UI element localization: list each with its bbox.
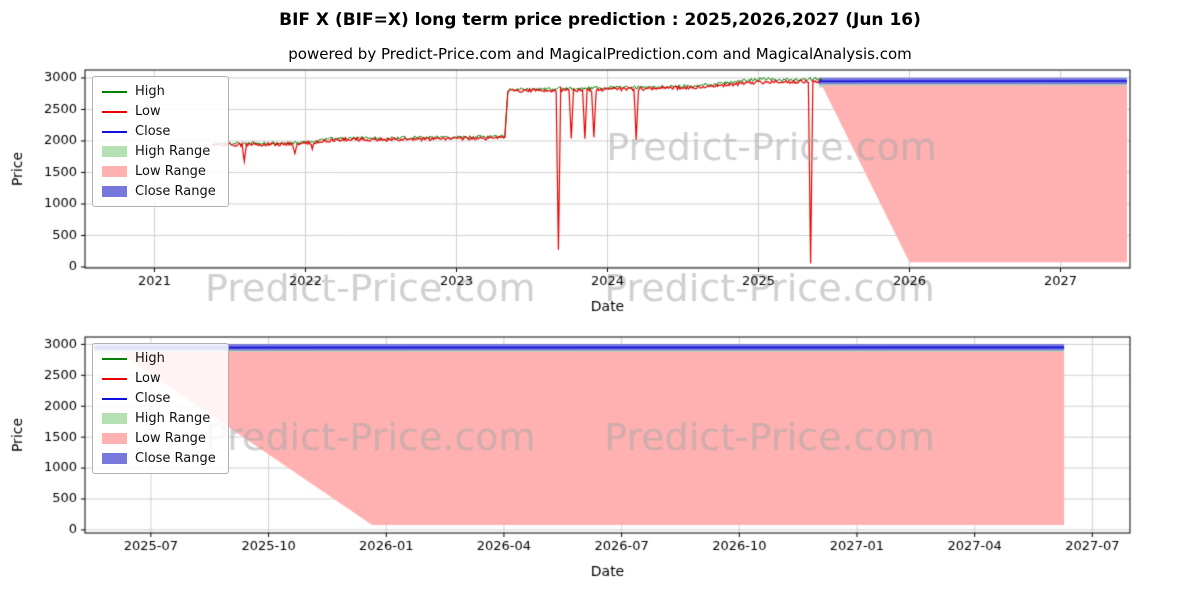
legend-label: Low	[135, 104, 161, 119]
legend-label: Close Range	[135, 184, 216, 199]
legend-patch-swatch	[102, 453, 127, 464]
legend-item-low: Low	[102, 103, 216, 120]
page-subtitle: powered by Predict-Price.com and Magical…	[288, 45, 912, 63]
legend-label: Low Range	[135, 431, 206, 446]
legend-item-high: High	[102, 350, 216, 367]
bottom-chart-legend: High Low Close High Range Low Range Close Ran…	[92, 343, 229, 474]
legend-item-high: High	[102, 83, 216, 100]
legend-label: High	[135, 84, 165, 99]
legend-label: Close Range	[135, 451, 216, 466]
legend-label: High Range	[135, 144, 211, 159]
legend-item-low: Low	[102, 370, 216, 387]
legend-item-close-range: Close Range	[102, 450, 216, 467]
legend-patch-swatch	[102, 166, 127, 177]
legend-item-close-range: Close Range	[102, 183, 216, 200]
legend-line-swatch	[102, 130, 127, 133]
legend-patch-swatch	[102, 433, 127, 444]
legend-line-swatch	[102, 397, 127, 400]
page-title: BIF X (BIF=X) long term price prediction…	[279, 10, 921, 30]
legend-line-swatch	[102, 357, 127, 360]
legend-item-high-range: High Range	[102, 143, 216, 160]
legend-item-low-range: Low Range	[102, 163, 216, 180]
legend-line-swatch	[102, 377, 127, 380]
legend-label: High	[135, 351, 165, 366]
legend-label: High Range	[135, 411, 211, 426]
legend-line-swatch	[102, 90, 127, 93]
legend-label: Low	[135, 371, 161, 386]
legend-item-close: Close	[102, 123, 216, 140]
legend-patch-swatch	[102, 146, 127, 157]
legend-item-close: Close	[102, 390, 216, 407]
legend-item-high-range: High Range	[102, 410, 216, 427]
legend-patch-swatch	[102, 186, 127, 197]
legend-line-swatch	[102, 110, 127, 113]
legend-label: Close	[135, 391, 171, 406]
legend-item-low-range: Low Range	[102, 430, 216, 447]
top-chart-legend: High Low Close High Range Low Range Close Ran…	[92, 76, 229, 207]
legend-patch-swatch	[102, 413, 127, 424]
legend-label: Low Range	[135, 164, 206, 179]
legend-label: Close	[135, 124, 171, 139]
